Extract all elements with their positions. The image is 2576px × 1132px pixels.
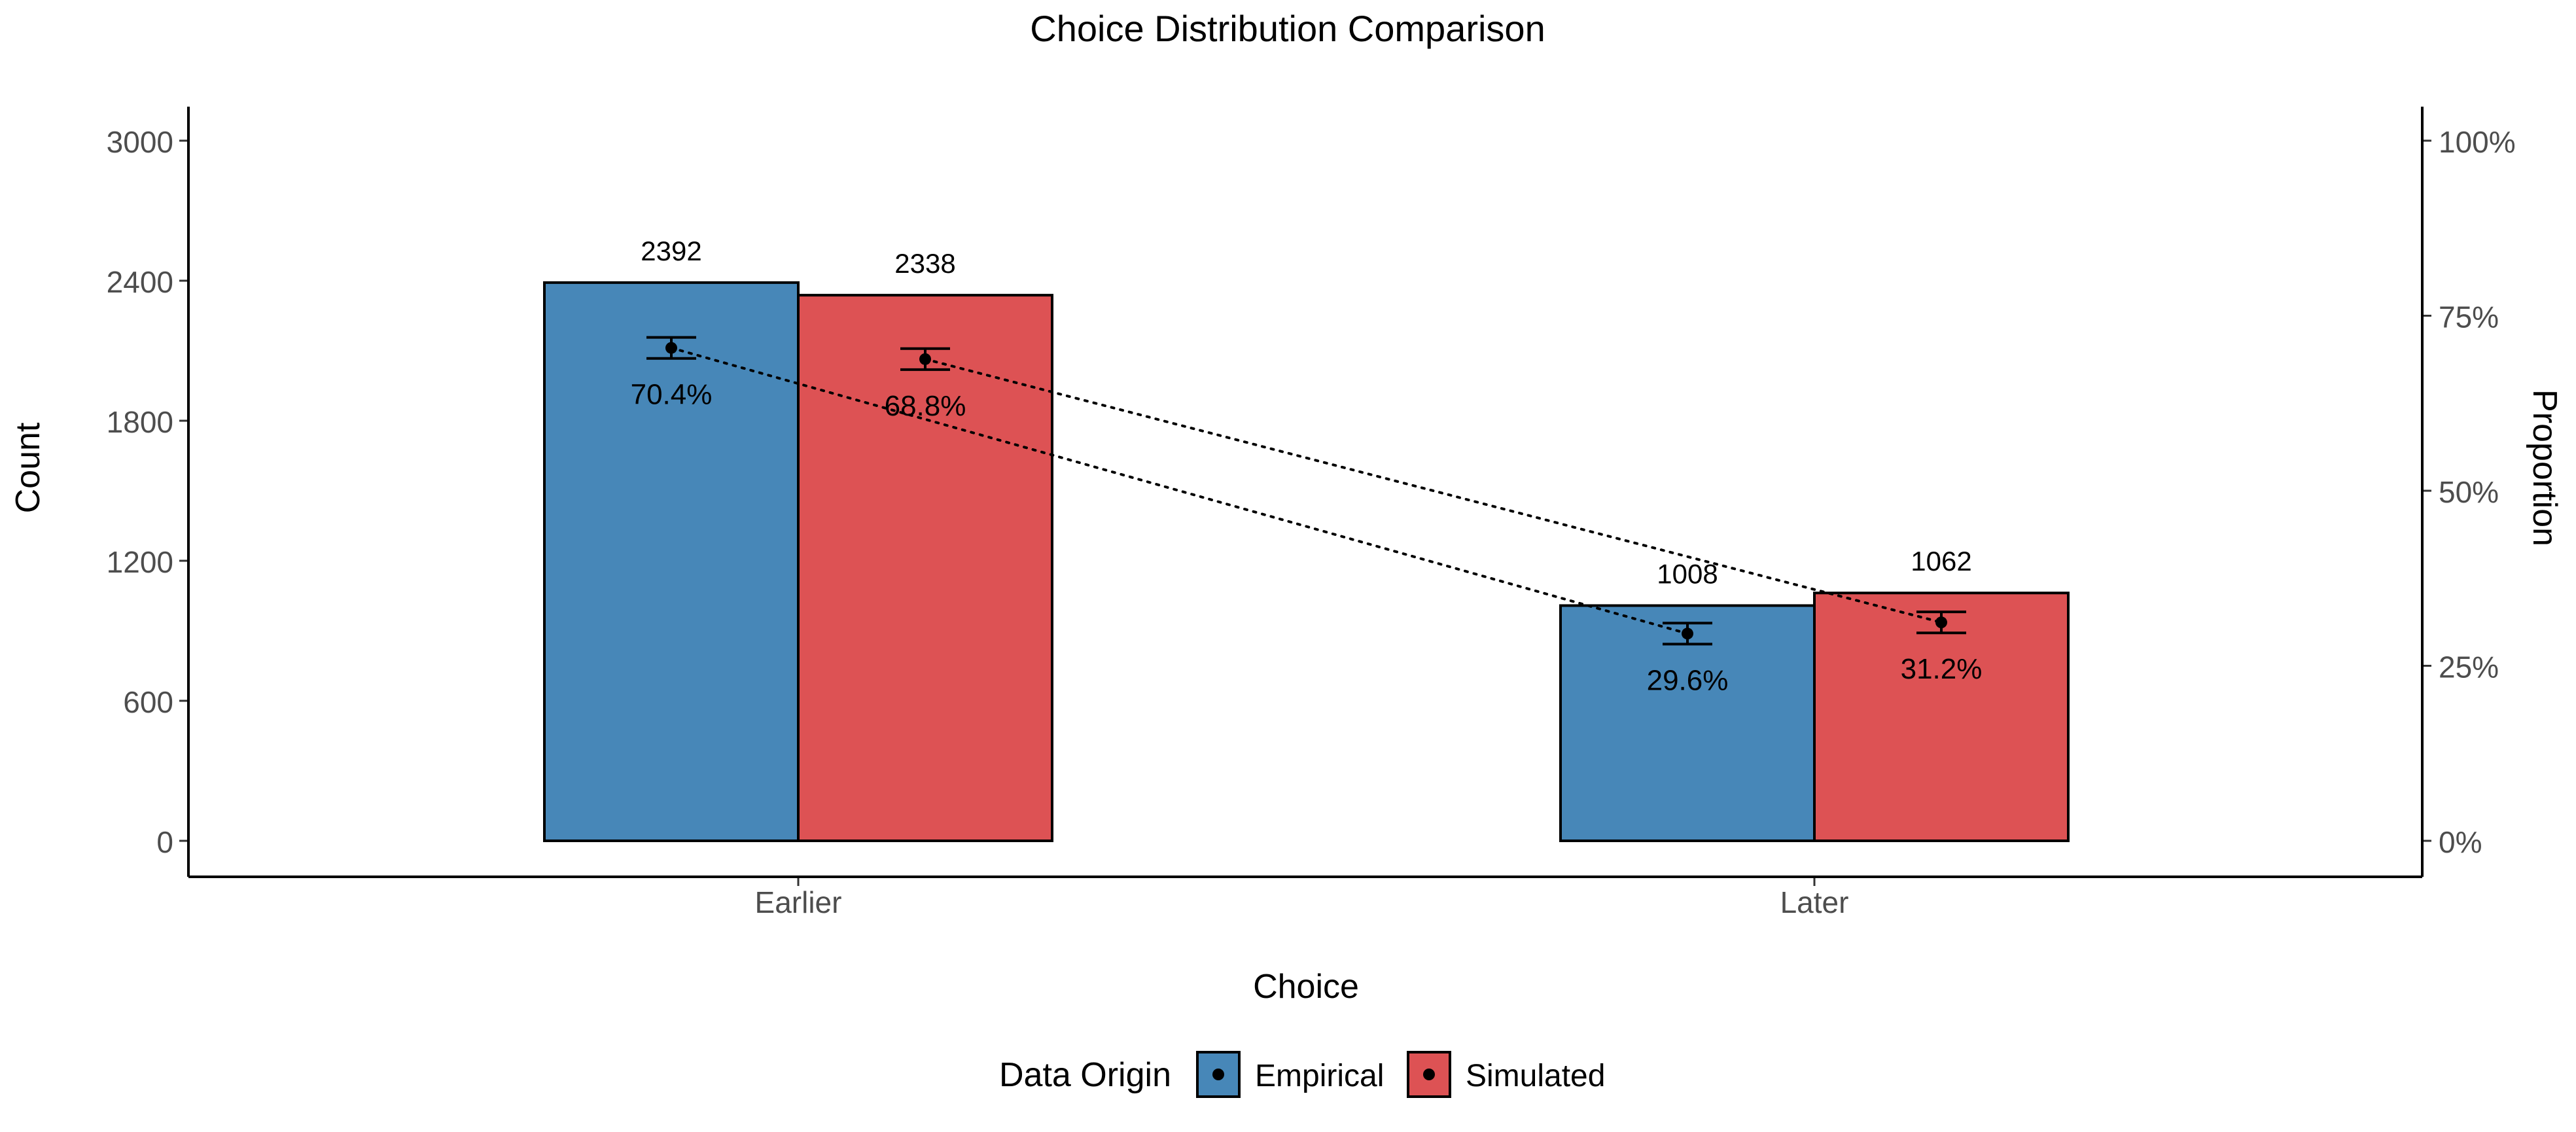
y2-tick-label: 75% xyxy=(2439,300,2499,334)
legend: Data Origin Empirical Simulated xyxy=(999,1051,1605,1098)
x-tick-label: Earlier xyxy=(755,885,842,919)
proportion-label: 68.8% xyxy=(885,390,966,422)
y2-tick-label: 50% xyxy=(2439,475,2499,509)
y-tick-label: 1200 xyxy=(107,545,173,579)
proportion-label: 31.2% xyxy=(1901,653,1983,685)
bar-simulated-earlier xyxy=(797,294,1053,842)
proportion-labels: 70.4% 29.6% 68.8% 31.2% xyxy=(631,379,1983,697)
bar-value-label: 1008 xyxy=(1657,558,1718,589)
x-axis-title: Choice xyxy=(1253,968,1359,1006)
legend-items: Empirical Simulated xyxy=(1196,1051,1605,1098)
y2-tick-label: 100% xyxy=(2439,125,2516,159)
y-tick-label: 1800 xyxy=(107,405,173,439)
error-bars xyxy=(646,336,1966,646)
connector-line-simulated xyxy=(924,357,1943,624)
legend-item-empirical: Empirical xyxy=(1196,1051,1384,1098)
proportion-point xyxy=(919,353,931,365)
y-axis-title: Count xyxy=(9,422,47,513)
proportion-point xyxy=(1935,616,1947,629)
y2-tick-label: 25% xyxy=(2439,650,2499,684)
bar-simulated-later xyxy=(1813,592,2070,842)
bar-value-label: 2338 xyxy=(894,248,955,279)
y2-tick-label: 0% xyxy=(2439,825,2482,859)
legend-key-point xyxy=(1212,1069,1224,1080)
legend-key-point xyxy=(1423,1069,1435,1080)
y-tick-label: 3000 xyxy=(107,125,173,159)
y-axis-ticks: 0 600 1200 1800 2400 3000 xyxy=(107,125,188,859)
y-tick-label: 0 xyxy=(156,825,173,859)
proportion-connector-lines xyxy=(670,346,1943,635)
bar-value-label: 1062 xyxy=(1911,546,1971,576)
y2-axis-title: Proportion xyxy=(2526,389,2564,546)
bar-empirical-earlier xyxy=(543,281,800,842)
y-tick-label: 2400 xyxy=(107,265,173,299)
y-tick-label: 600 xyxy=(123,685,173,719)
proportion-point xyxy=(1682,628,1693,640)
y2-axis-ticks: 0% 25% 50% 75% 100% xyxy=(2422,125,2516,859)
proportion-label: 29.6% xyxy=(1647,664,1729,696)
legend-title: Data Origin xyxy=(999,1056,1171,1094)
proportion-label: 70.4% xyxy=(631,379,713,411)
legend-item-simulated: Simulated xyxy=(1407,1051,1605,1098)
legend-label: Empirical xyxy=(1255,1059,1384,1093)
x-axis-ticks: Earlier Later xyxy=(755,877,1849,919)
bars-group xyxy=(543,281,2070,842)
proportion-point xyxy=(665,342,677,354)
chart-title: Choice Distribution Comparison xyxy=(1030,8,1545,49)
proportion-points xyxy=(665,342,1947,640)
bar-value-labels: 2392 1008 2338 1062 xyxy=(641,236,1971,590)
legend-label: Simulated xyxy=(1466,1059,1605,1093)
connector-line-empirical xyxy=(670,346,1689,635)
x-tick-label: Later xyxy=(1780,885,1849,919)
bar-value-label: 2392 xyxy=(641,236,701,266)
